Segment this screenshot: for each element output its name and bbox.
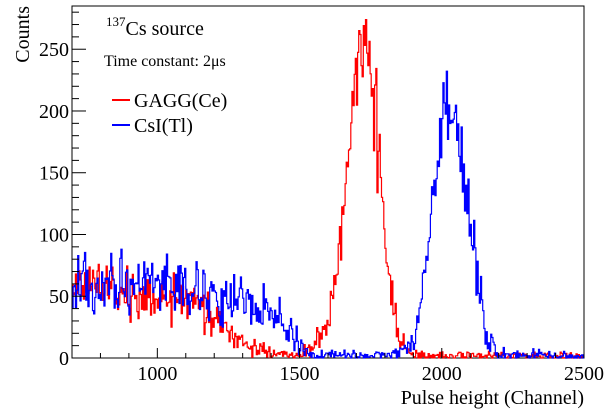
x-axis-title: Pulse height (Channel) bbox=[401, 387, 584, 409]
y-tick-label: 50 bbox=[49, 286, 69, 308]
x-tick-label: 1000 bbox=[137, 363, 177, 385]
x-tick-label: 1500 bbox=[280, 363, 320, 385]
series-line-gagg bbox=[72, 19, 584, 359]
x-tick-label: 2500 bbox=[564, 363, 604, 385]
legend-label-csi: CsI(Tl) bbox=[134, 115, 193, 137]
source-annotation: 137Cs source bbox=[106, 14, 204, 40]
legend: GAGG(Ce) CsI(Tl) bbox=[112, 90, 227, 137]
y-tick-label: 200 bbox=[39, 101, 69, 123]
source-label: Cs source bbox=[126, 18, 204, 40]
series-layer bbox=[72, 19, 584, 359]
ticks-layer: 1000 1500 2000 2500 0 50 100 150 200 250 bbox=[39, 11, 604, 385]
x-tick-label: 2000 bbox=[422, 363, 462, 385]
legend-label-gagg: GAGG(Ce) bbox=[134, 90, 227, 112]
y-tick-label: 100 bbox=[39, 224, 69, 246]
source-superscript: 137 bbox=[106, 14, 126, 29]
y-tick-label: 150 bbox=[39, 163, 69, 185]
y-tick-label: 250 bbox=[39, 39, 69, 61]
y-axis-title: Counts bbox=[12, 6, 34, 63]
y-tick-label: 0 bbox=[59, 348, 69, 370]
time-constant-annotation: Time constant: 2μs bbox=[104, 53, 226, 70]
